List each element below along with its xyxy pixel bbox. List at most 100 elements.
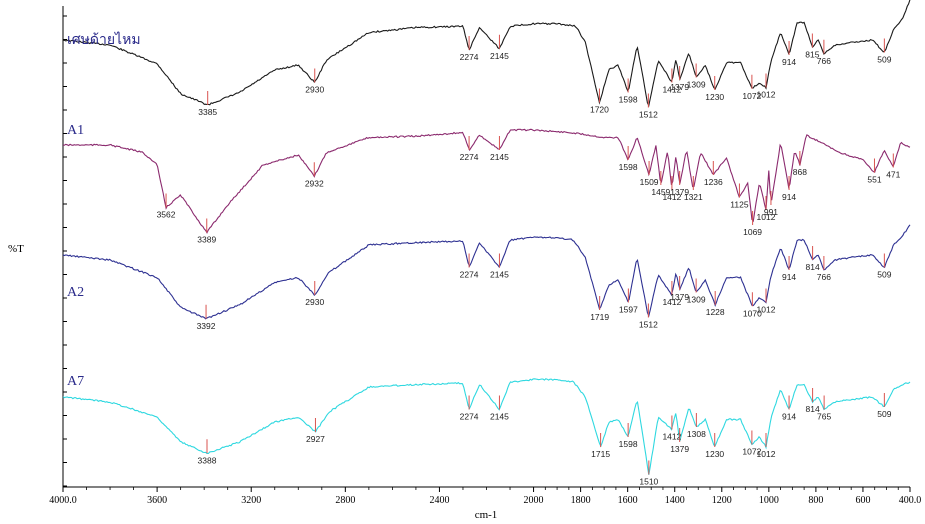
series-name: A2 [67,285,84,300]
x-tick-label: 2400 [429,495,449,506]
peak-label: 3389 [197,235,216,245]
peak-label: 3385 [198,107,217,117]
peak-label: 1512 [639,320,658,330]
peak-label: 1412 [662,432,681,442]
peak-label: 814 [806,404,820,414]
peak-label: 1125 [730,200,749,210]
x-tick-label: 1000 [759,495,779,506]
peak-label: 868 [793,167,807,177]
peak-label: 509 [877,55,891,65]
peak-label: 2932 [305,178,324,188]
peak-label: 1072 [742,91,761,101]
peak-label: 1236 [704,177,723,187]
x-tick-label: 1400 [665,495,685,506]
peak-label: 1012 [757,90,776,100]
peak-label: 2930 [305,297,324,307]
peak-label: 2274 [460,412,479,422]
series-name: เศษด้ายไหม [67,31,141,48]
peak-label: 2274 [460,270,479,280]
peak-label: 1720 [590,105,609,115]
peak-label: 1012 [757,305,776,315]
spectrum-line [62,378,911,475]
peak-label: 2145 [490,51,509,61]
x-tick-label: 3600 [147,495,167,506]
x-tick-label: 3200 [241,495,261,506]
x-tick-label: 600 [855,495,870,506]
peak-label: 1379 [670,292,689,302]
y-axis-label: %T [8,243,24,255]
peak-label: 1412 [662,85,681,95]
peak-label: 1012 [757,449,776,459]
y-axis-ticks [63,15,67,487]
peak-label: 1512 [639,110,658,120]
peak-label: 509 [877,409,891,419]
peak-label: 2927 [306,434,325,444]
peak-label: 1509 [640,177,659,187]
x-axis-label: cm-1 [475,509,498,521]
peak-label: 1598 [619,95,638,105]
peak-label: 3392 [197,321,216,331]
peak-label: 1309 [687,295,706,305]
x-tick-label: 1600 [618,495,638,506]
peak-label: 1379 [670,82,689,92]
peak-label: 1069 [743,227,762,237]
peak-label: 1412 [662,192,681,202]
chart-axes: 4000.0 3600 3200 2800 2400 2000 1800 1600 1400 12… [49,6,921,506]
peak-label: 1309 [687,80,706,90]
peak-label: 1308 [687,429,706,439]
peak-label: 1230 [705,449,724,459]
peak-label: 1072 [742,447,761,457]
x-tick-label: 1200 [712,495,732,506]
series-3: 3388 2927 2274 2145 1715 1598 1510 1412 1379 1308… [62,374,911,487]
peak-label: 766 [817,272,831,282]
peak-label: 914 [782,272,796,282]
peak-label: 815 [805,50,819,60]
peak-label: 1719 [590,312,609,322]
peak-label: 2145 [490,412,509,422]
spectrum-line [62,128,911,234]
peak-label: 1230 [705,92,724,102]
peak-label: 1070 [743,308,762,318]
peak-label: 991 [764,207,778,217]
x-tick-label: 1800 [571,495,591,506]
peak-label: 551 [867,175,881,185]
x-tick-label: 800 [808,495,823,506]
peak-label: 1597 [619,305,638,315]
peak-label: 2930 [305,85,324,95]
peak-label: 1321 [684,192,703,202]
peak-label: 1228 [706,307,725,317]
peak-label: 765 [817,412,831,422]
peak-label: 814 [806,262,820,272]
peak-label: 2145 [490,270,509,280]
peak-label: 766 [817,56,831,66]
peak-label: 1379 [670,187,689,197]
spectrum-line [62,224,911,320]
peak-label: 1459 [651,187,670,197]
peak-label: 509 [877,270,891,280]
x-tick-label: 400.0 [899,495,922,506]
peak-label: 3562 [157,210,176,220]
peak-label: 1412 [662,297,681,307]
series-name: A1 [67,123,84,138]
x-axis-ticks: 4000.0 3600 3200 2800 2400 2000 1800 1600 1400 12… [49,487,921,506]
peak-label: 914 [782,57,796,67]
peak-label: 2274 [460,152,479,162]
peak-label: 914 [782,192,796,202]
peak-label: 1012 [757,212,776,222]
series-1: 3562 3389 2932 2274 2145 15981509145914121379… [62,123,911,245]
peak-label: 1510 [639,477,658,487]
spectrum-line [63,0,911,108]
peak-label: 2274 [460,52,479,62]
peak-label: 2145 [490,152,509,162]
x-tick-label: 2800 [335,495,355,506]
x-tick-label: 2000 [524,495,544,506]
peak-label: 1598 [619,439,638,449]
peak-label: 1715 [591,449,610,459]
peak-label: 471 [886,170,900,180]
peak-label: 1598 [619,162,638,172]
peak-label: 914 [782,412,796,422]
